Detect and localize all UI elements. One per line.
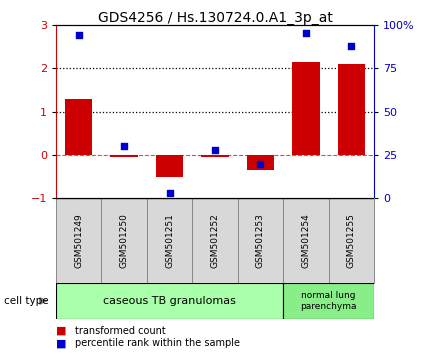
Point bbox=[121, 143, 128, 149]
Bar bbox=[201, 155, 229, 157]
Bar bbox=[292, 62, 319, 155]
Point bbox=[212, 147, 218, 153]
Bar bbox=[56, 198, 101, 283]
Bar bbox=[238, 198, 283, 283]
Bar bbox=[192, 198, 238, 283]
Text: GSM501254: GSM501254 bbox=[301, 213, 310, 268]
Point bbox=[166, 190, 173, 196]
Text: cell type: cell type bbox=[4, 296, 49, 306]
Text: normal lung
parenchyma: normal lung parenchyma bbox=[301, 291, 357, 310]
Point bbox=[257, 161, 264, 166]
Text: GSM501255: GSM501255 bbox=[347, 213, 356, 268]
Bar bbox=[338, 64, 365, 155]
Point bbox=[302, 30, 309, 36]
Text: ■: ■ bbox=[56, 338, 66, 348]
Text: ■: ■ bbox=[56, 326, 66, 336]
Text: transformed count: transformed count bbox=[75, 326, 166, 336]
Text: GSM501251: GSM501251 bbox=[165, 213, 174, 268]
Bar bbox=[283, 283, 374, 319]
Point bbox=[75, 32, 82, 38]
Bar bbox=[283, 198, 329, 283]
Bar bbox=[247, 155, 274, 170]
Bar bbox=[101, 198, 147, 283]
Bar bbox=[147, 198, 192, 283]
Text: GSM501249: GSM501249 bbox=[74, 213, 83, 268]
Bar bbox=[56, 283, 283, 319]
Bar bbox=[156, 155, 183, 177]
Text: GSM501250: GSM501250 bbox=[120, 213, 129, 268]
Bar bbox=[329, 198, 374, 283]
Text: caseous TB granulomas: caseous TB granulomas bbox=[103, 296, 236, 306]
Text: GDS4256 / Hs.130724.0.A1_3p_at: GDS4256 / Hs.130724.0.A1_3p_at bbox=[98, 11, 332, 25]
Bar bbox=[65, 98, 92, 155]
Bar bbox=[111, 155, 138, 157]
Point bbox=[348, 43, 355, 48]
Text: percentile rank within the sample: percentile rank within the sample bbox=[75, 338, 240, 348]
Text: GSM501252: GSM501252 bbox=[211, 213, 219, 268]
Text: GSM501253: GSM501253 bbox=[256, 213, 265, 268]
